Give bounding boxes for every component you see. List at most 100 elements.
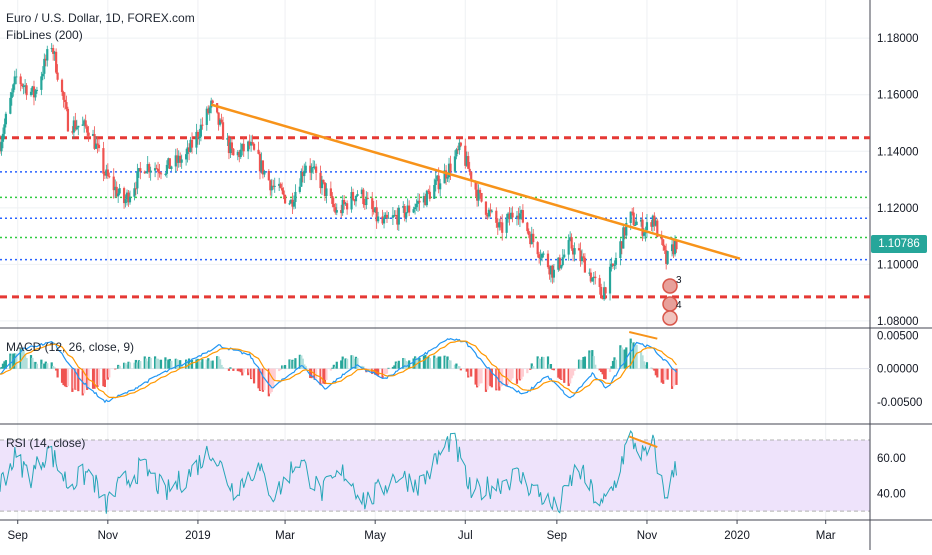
macd-histogram-bar — [108, 369, 110, 378]
macd-axis-label: 0.00500 — [877, 330, 919, 342]
rsi-label[interactable]: RSI (14, close) — [6, 436, 85, 450]
event-badge-count: 3 — [676, 275, 682, 286]
candle-body — [157, 169, 159, 172]
candle-body — [268, 171, 270, 180]
candle-body — [599, 278, 601, 287]
indicator-label[interactable]: FibLines (200) — [6, 28, 83, 42]
candle-body — [615, 258, 617, 265]
candle-body — [25, 85, 27, 95]
candle-body — [212, 101, 214, 103]
macd-histogram-bar — [656, 369, 658, 378]
candle-body — [439, 183, 441, 189]
macd-histogram-bar — [77, 369, 79, 392]
candle-body — [263, 171, 265, 174]
candle-body — [526, 223, 528, 232]
candle-body — [371, 198, 373, 209]
macd-histogram-bar — [386, 369, 388, 374]
macd-histogram-bar — [532, 366, 534, 368]
candle-body — [675, 241, 677, 249]
time-axis-label: Jul — [458, 530, 473, 542]
event-badge — [663, 297, 677, 311]
macd-histogram-bar — [67, 369, 69, 386]
macd-histogram-bar — [228, 369, 230, 371]
candle-body — [429, 192, 431, 199]
macd-histogram-bar — [222, 367, 224, 368]
macd-histogram-bar — [201, 359, 203, 369]
candle-body — [325, 188, 327, 196]
candle-body — [578, 248, 580, 250]
chart-title: Euro / U.S. Dollar, 1D, FOREX.com — [6, 11, 195, 25]
candle-body — [200, 125, 202, 137]
time-axis-label: Mar — [816, 530, 836, 542]
candle-body — [61, 80, 63, 92]
macd-histogram-bar — [212, 361, 214, 369]
candle-body — [469, 169, 471, 172]
candle-body — [613, 265, 615, 266]
macd-histogram-bar — [119, 366, 121, 369]
candle-body — [42, 74, 44, 77]
macd-axis-label: -0.00500 — [877, 397, 922, 409]
candle-body — [362, 190, 364, 204]
candle-body — [222, 122, 224, 139]
candle-body — [455, 149, 457, 156]
macd-histogram-bar — [294, 358, 296, 368]
candle-body — [605, 287, 607, 293]
candle-body — [336, 210, 338, 213]
candle-body — [664, 246, 666, 250]
price-axis-label: 1.12000 — [877, 203, 919, 215]
macd-histogram-bar — [636, 345, 638, 369]
candle-body — [522, 210, 524, 223]
time-axis-label: Nov — [98, 530, 119, 542]
candle-body — [594, 277, 596, 278]
candle-body — [365, 198, 367, 205]
macd-histogram-bar — [542, 357, 544, 369]
candle-body — [150, 171, 152, 173]
macd-histogram-bar — [243, 369, 245, 373]
last-price-badge: 1.10786 — [871, 235, 927, 253]
macd-histogram-bar — [330, 369, 332, 371]
candle-body — [662, 239, 664, 245]
macd-histogram-bar — [232, 369, 234, 371]
candle-body — [446, 177, 448, 178]
macd-histogram-bar — [114, 369, 116, 370]
candle-body — [288, 203, 290, 204]
candle-body — [560, 265, 562, 268]
candle-body — [427, 191, 429, 192]
macd-histogram-bar — [356, 358, 358, 369]
candle-body — [231, 142, 233, 148]
candle-body — [64, 100, 66, 102]
rsi-band — [0, 440, 870, 511]
candle-body — [82, 124, 84, 125]
candle-body — [467, 156, 469, 169]
candle-body — [88, 133, 90, 136]
candle-body — [405, 213, 407, 218]
candle-body — [415, 204, 417, 207]
candle-body — [408, 206, 410, 213]
candle-body — [412, 209, 414, 212]
candle-body — [299, 187, 301, 192]
macd-histogram-bar — [98, 369, 100, 386]
candle-body — [636, 222, 638, 225]
macd-histogram-bar — [449, 360, 451, 368]
macd-histogram-bar — [584, 357, 586, 369]
time-axis-label: Mar — [275, 530, 295, 542]
candle-body — [571, 237, 573, 248]
macd-histogram-bar — [160, 360, 162, 369]
candle-body — [542, 254, 544, 255]
candle-body — [294, 192, 296, 202]
macd-histogram-bar — [0, 369, 1, 370]
candle-body — [243, 144, 245, 151]
macd-histogram-bar — [460, 369, 462, 371]
candle-body — [21, 84, 23, 86]
candle-body — [511, 213, 513, 218]
macd-histogram-bar — [139, 361, 141, 369]
macd-label[interactable]: MACD (12, 26, close, 9) — [6, 340, 134, 354]
candle-body — [538, 254, 540, 258]
rsi-axis-label: 40.00 — [877, 488, 906, 500]
candle-body — [160, 173, 162, 174]
macd-histogram-bar — [284, 365, 286, 369]
candle-body — [86, 126, 88, 132]
macd-histogram-bar — [563, 369, 565, 383]
